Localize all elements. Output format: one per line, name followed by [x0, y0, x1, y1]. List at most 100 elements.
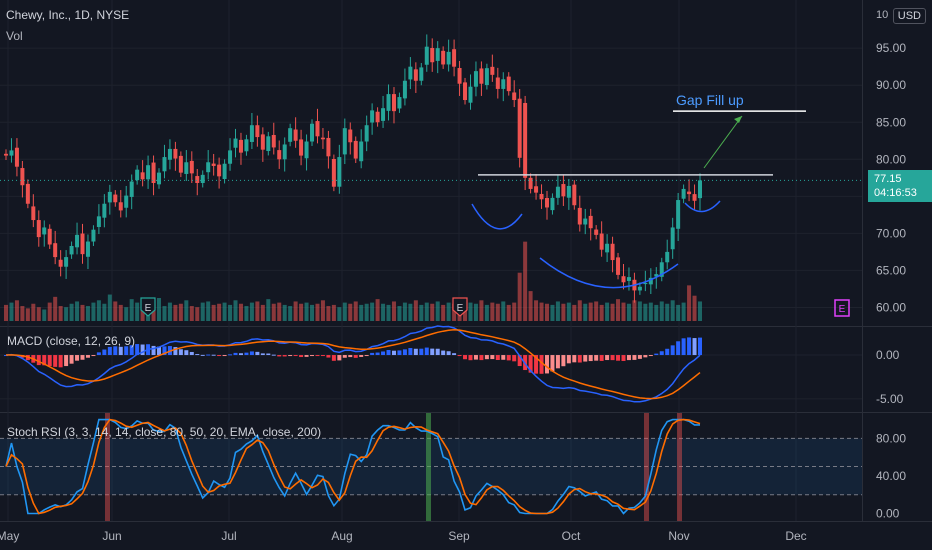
macd-tick-label: -5.00	[876, 392, 904, 406]
macd-histogram-bar	[238, 353, 243, 356]
candle-body	[424, 46, 429, 65]
macd-histogram-bar	[577, 355, 582, 363]
volume-bar	[687, 285, 692, 321]
macd-histogram-bar	[566, 355, 571, 364]
volume-bar	[228, 304, 233, 321]
volume-bar	[260, 304, 265, 321]
volume-bar	[282, 304, 287, 321]
volume-bar	[135, 302, 140, 321]
macd-histogram-bar	[473, 355, 478, 360]
volume-bar	[25, 308, 30, 321]
stoch-rsi-label[interactable]: Stoch RSI (3, 3, 14, 14, close, 80, 50, …	[7, 425, 322, 439]
earnings-marker	[452, 297, 468, 317]
candle-body	[9, 150, 14, 156]
candle-body	[184, 162, 189, 174]
macd-histogram-bar	[517, 355, 522, 367]
candle-body	[36, 220, 41, 238]
volume-bar	[217, 303, 222, 321]
candle-body	[626, 277, 631, 281]
macd-histogram-bar	[277, 355, 282, 357]
x-tick-label: Jul	[221, 529, 236, 543]
volume-bar	[96, 300, 101, 321]
volume-bar	[616, 299, 621, 321]
candle-body	[140, 172, 145, 180]
macd-histogram-bar	[632, 355, 637, 360]
candle-body	[353, 140, 358, 159]
macd-histogram-bar	[583, 355, 588, 362]
last-price-value: 77.15	[874, 173, 902, 185]
volume-bar	[413, 300, 418, 321]
signal-column	[426, 413, 431, 521]
candle-body	[419, 67, 424, 81]
symbol-title[interactable]: Chewy, Inc., 1D, NYSE	[6, 8, 130, 22]
candle-body	[69, 245, 74, 255]
macd-histogram-bar	[310, 355, 315, 357]
candle-body	[20, 168, 25, 186]
macd-histogram-bar	[550, 355, 555, 372]
volume-bar	[588, 302, 593, 321]
volume-bar	[648, 302, 653, 321]
candle-body	[637, 286, 642, 291]
volume-bar	[255, 301, 260, 321]
macd-histogram-bar	[364, 355, 369, 357]
macd-histogram-bar	[288, 355, 293, 357]
macd-histogram-bar	[588, 355, 593, 362]
macd-histogram-bar	[452, 353, 457, 356]
candle-body	[331, 158, 336, 187]
macd-histogram-bar	[326, 355, 331, 358]
stoch-tick-label: 0.00	[876, 506, 900, 520]
volume-bar	[299, 303, 304, 321]
volume-bar	[64, 307, 69, 321]
volume-bar	[359, 304, 364, 321]
macd-histogram-bar	[616, 355, 621, 361]
macd-histogram-bar	[599, 355, 604, 361]
macd-histogram-bar	[495, 355, 500, 360]
candle-body	[413, 69, 418, 81]
candle-body	[430, 48, 435, 63]
macd-histogram-bar	[391, 350, 396, 356]
currency-badge[interactable]: USD	[892, 8, 926, 24]
macd-histogram-bar	[594, 355, 599, 361]
volume-bar	[184, 300, 189, 321]
volume-bar	[599, 304, 604, 321]
macd-histogram-bar	[189, 351, 194, 356]
volume-bar	[310, 304, 315, 321]
macd-histogram-bar	[178, 349, 183, 356]
candle-body	[484, 68, 489, 86]
macd-histogram-bar	[135, 344, 140, 356]
volume-bar	[173, 304, 178, 321]
volume-bar	[452, 303, 457, 321]
candle-body	[375, 111, 380, 123]
macd-histogram-bar	[413, 348, 418, 356]
volume-bar	[681, 302, 686, 321]
candle-body	[315, 121, 320, 137]
x-tick-label: Aug	[331, 529, 352, 543]
macd-histogram-bar	[315, 355, 320, 357]
gap-fill-annotation[interactable]: Gap Fill up	[676, 92, 744, 108]
macd-histogram-bar	[692, 338, 697, 356]
volume-bar	[419, 304, 424, 321]
volume-bar	[659, 301, 664, 321]
macd-histogram-bar	[299, 355, 304, 358]
macd-histogram-bar	[605, 355, 610, 361]
volume-bar	[397, 306, 402, 321]
price-tick-label: 80.00	[876, 152, 906, 166]
volume-bar	[621, 302, 626, 321]
volume-bar	[572, 304, 577, 321]
candle-body	[85, 241, 90, 257]
macd-histogram-bar	[381, 351, 386, 356]
volume-bar	[140, 304, 145, 321]
volume-bar	[512, 302, 517, 321]
candle-body	[64, 257, 69, 267]
macd-histogram-bar	[337, 355, 342, 361]
volume-label[interactable]: Vol	[6, 29, 23, 43]
macd-histogram-bar	[528, 355, 533, 373]
volume-bar	[375, 299, 380, 321]
volume-bar	[151, 303, 156, 321]
candle-body	[555, 186, 560, 198]
macd-histogram-bar	[69, 355, 74, 364]
macd-label[interactable]: MACD (close, 12, 26, 9)	[7, 334, 136, 348]
candle-body	[293, 129, 298, 141]
candle-body	[512, 92, 517, 101]
